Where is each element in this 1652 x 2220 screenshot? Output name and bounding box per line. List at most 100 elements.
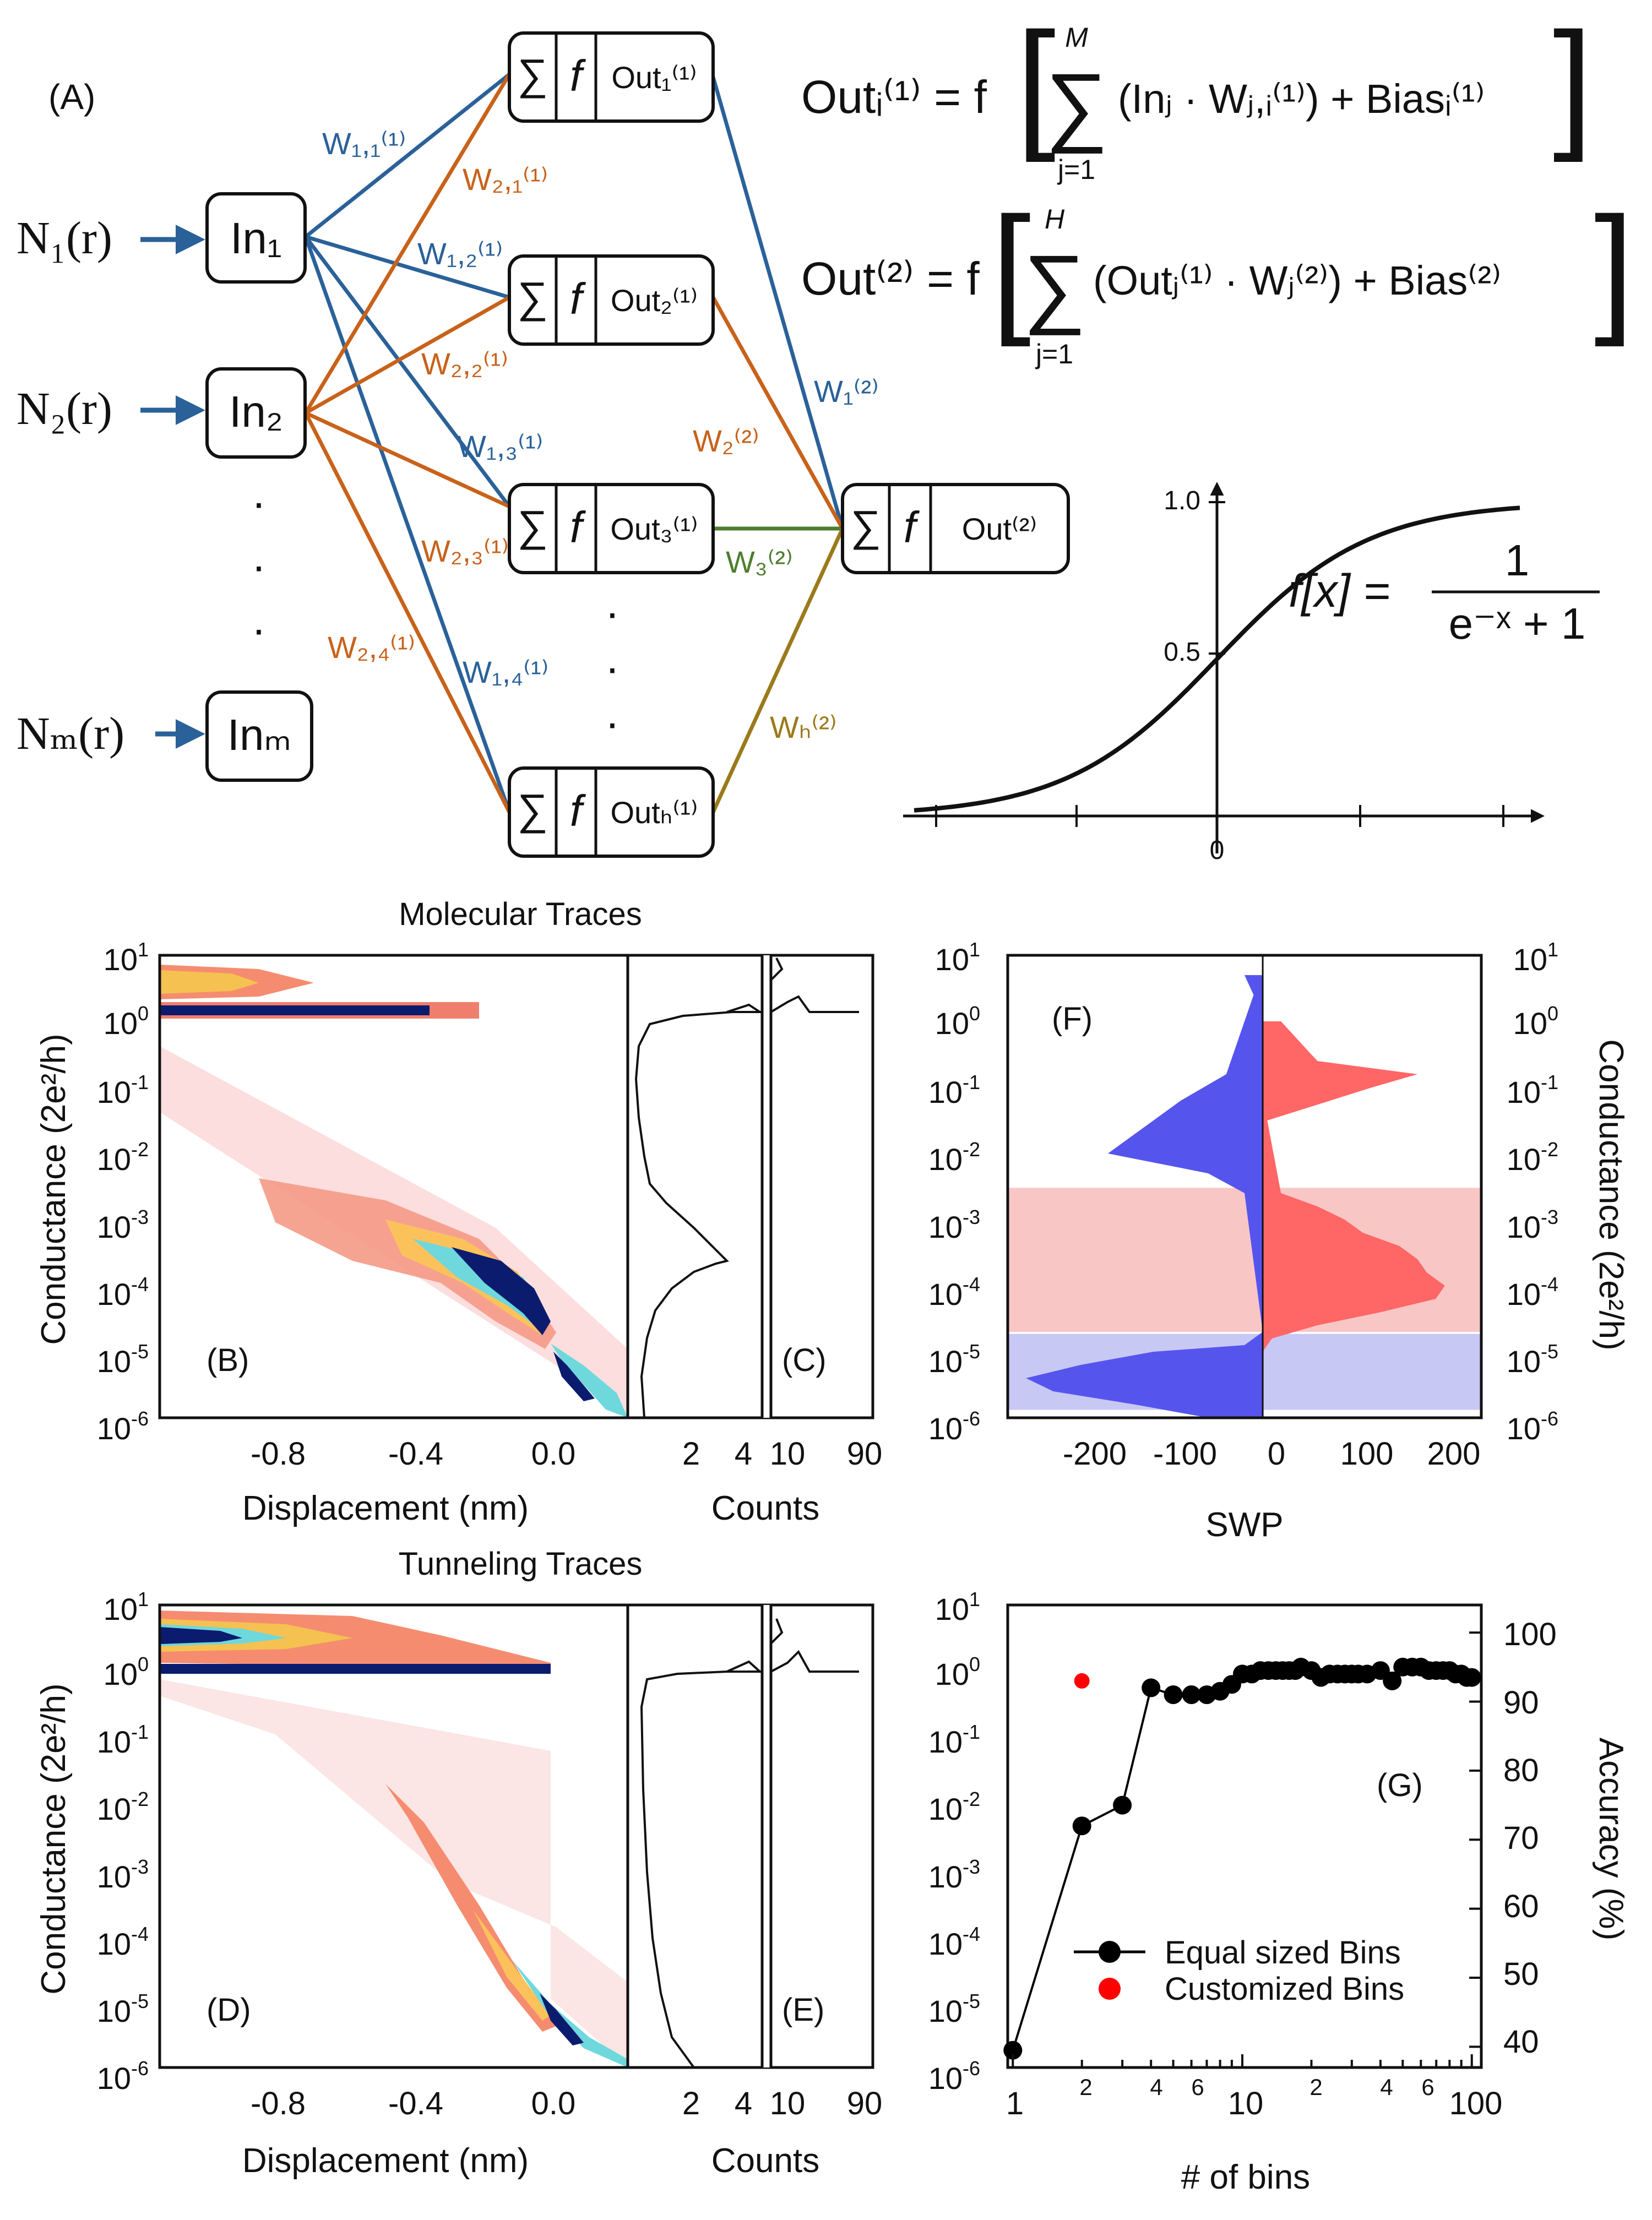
xtick-c-90: 90	[847, 1436, 883, 1472]
accuracy-point	[1113, 1795, 1132, 1815]
layer1-connections	[303, 73, 512, 813]
weight-wh-2: Wₕ⁽²⁾	[770, 710, 837, 744]
weight-w11: W₁,₁⁽¹⁾	[322, 126, 406, 161]
panel-g: 40 50 60 70 80 90 100 1 2 4 6 10 2 4 6 1…	[1003, 1603, 1630, 2196]
ytick-c-1e-4: 10-4	[928, 1273, 980, 1312]
xtick-g-60: 6	[1421, 2074, 1434, 2100]
trace-haze-d	[160, 1679, 628, 2067]
ytick-g-100: 100	[1503, 1617, 1557, 1652]
eq1-sum-sign: ∑	[1045, 55, 1108, 154]
equation-1: Outᵢ⁽¹⁾ = f [ M ∑ j=1 (Inⱼ · Wⱼ,ᵢ⁽¹⁾) + …	[801, 3, 1593, 185]
eq1-bracket-l: [	[1016, 3, 1056, 164]
xticks-e: 2 4 10 90	[682, 2086, 882, 2121]
ytick-b-1e0: 100	[104, 1002, 149, 1041]
panel-label-g: (G)	[1377, 1767, 1423, 1803]
ylabel-g: Accuracy (%)	[1592, 1738, 1630, 1941]
histogram-e-curve	[640, 1618, 859, 2069]
ytick-f-1e-6: 10-6	[1507, 1407, 1558, 1446]
accuracy-point	[1462, 1668, 1481, 1687]
eq1-bracket-r: ]	[1553, 3, 1593, 164]
output-node-out: Out⁽²⁾	[962, 512, 1037, 546]
xtick-e-4: 4	[735, 2086, 752, 2121]
sigmoid-num: 1	[1505, 536, 1530, 585]
ytick-d-1e-4: 10-4	[97, 1923, 149, 1961]
hidden-node-3: ∑ f Out₃⁽¹⁾	[508, 483, 715, 574]
weight-w13: W₁,₃⁽¹⁾	[457, 429, 543, 464]
plateau-core-b	[452, 1247, 551, 1335]
ytick-e-1e-1: 10-1	[928, 1721, 980, 1759]
ytick-e-1e-3: 10-3	[928, 1856, 980, 1894]
ytick-b-1e1: 101	[104, 938, 149, 977]
ytick-d-1e-6: 10-6	[97, 2057, 149, 2096]
yticks-g-right: 40 50 60 70 80 90 100	[1503, 1617, 1557, 2060]
accuracy-point	[1182, 1685, 1201, 1704]
ytick-d-1e-5: 10-5	[97, 1990, 149, 2028]
band-top-orange-b	[160, 970, 259, 994]
ylabel-d: Conductance (2e²/h)	[35, 1683, 73, 1994]
xtick-e-90: 90	[847, 2086, 883, 2121]
input-node-1: In₁	[205, 192, 307, 284]
ytick-g-50: 50	[1503, 1956, 1539, 1992]
sigmoid-lhs: f[x] =	[1289, 565, 1390, 617]
weight-w2-2: W₂⁽²⁾	[693, 423, 759, 458]
eq2-sum-sign: ∑	[1023, 237, 1086, 335]
ytick-c-1e1: 101	[935, 938, 980, 977]
custom-bins-point	[1074, 1673, 1090, 1689]
panel-label-f: (F)	[1052, 1001, 1093, 1037]
title-molecular: Molecular Traces	[399, 896, 642, 932]
hidden-node-h-out: Outₕ⁽¹⁾	[610, 795, 698, 830]
panel-b-c: Molecular Traces Conductance (2e²/h)	[35, 896, 980, 1527]
ytick-f-1e0: 100	[1513, 1002, 1558, 1041]
ytick-e-1e0: 100	[935, 1653, 980, 1691]
legend-g: Equal sized Bins Customized Bins	[1074, 1935, 1404, 2007]
ylabel-f: Conductance (2e²/h)	[1592, 1039, 1630, 1350]
xtick-f-m200: -200	[1063, 1436, 1127, 1472]
band-g0-core-b	[160, 1005, 430, 1015]
hidden-node-1-out: Out₁⁽¹⁾	[611, 60, 697, 95]
xlabel-e: Counts	[711, 2142, 819, 2180]
input-node-2-label: In₂	[229, 387, 283, 436]
swp-area-negative	[1026, 975, 1263, 1418]
tunneling-warm-d	[474, 1911, 551, 2021]
ytick-d-1e-1: 10-1	[97, 1721, 149, 1759]
weight-w12: W₁,₂⁽¹⁾	[417, 236, 503, 271]
weight-w1-2: W₁⁽²⁾	[814, 374, 879, 409]
input-node-m: Inₘ	[205, 690, 313, 782]
xtick-f-0: 0	[1268, 1436, 1285, 1472]
panel-label-d: (D)	[206, 1992, 251, 2028]
eq2-bracket-r: ]	[1594, 188, 1634, 348]
ytick-c-1e-1: 10-1	[928, 1071, 980, 1109]
xticks-g: 1 2 4 6 10 2 4 6 100	[1006, 2074, 1503, 2121]
hidden-node-2-sum: ∑	[517, 273, 548, 322]
hidden-node-3-out: Out₃⁽¹⁾	[610, 512, 698, 546]
weight-w14: W₁,₄⁽¹⁾	[463, 655, 548, 689]
xticks-c: 2 4 10 90	[682, 1436, 882, 1472]
xtick-g-6: 6	[1191, 2074, 1204, 2100]
xtick-f-m100: -100	[1153, 1436, 1217, 1472]
weight-w24: W₂,₄⁽¹⁾	[328, 630, 415, 665]
ytick-c-1e-6: 10-6	[928, 1407, 980, 1446]
ytick-f-1e-2: 10-2	[1507, 1138, 1558, 1177]
band-g0-d	[160, 1664, 551, 1674]
input-node-m-label: Inₘ	[227, 710, 292, 759]
histogram-c	[626, 954, 874, 1419]
ytick-g-80: 80	[1503, 1753, 1539, 1788]
ytick-c-1e-5: 10-5	[928, 1340, 980, 1379]
layer2-connections	[711, 77, 845, 813]
frame-g	[1006, 1603, 1483, 2069]
panel-label-c: (C)	[782, 1342, 827, 1378]
hidden-node-1-sum: ∑	[517, 50, 548, 99]
ytick-b-1e-3: 10-3	[97, 1206, 149, 1244]
sigmoid-inset: 0 0.5 1.0 f[x] = 1 e⁻ˣ + 1	[903, 482, 1600, 865]
legend-g-marker-custom	[1099, 1978, 1121, 2000]
weight-w21: W₂,₁⁽¹⁾	[463, 162, 548, 197]
heatmap-b	[160, 955, 628, 1418]
xtick-d-00: 0.0	[531, 2086, 576, 2121]
ytick-f-1e-4: 10-4	[1507, 1273, 1558, 1312]
ytick-d-1e-3: 10-3	[97, 1856, 149, 1894]
xticks-d: -0.8 -0.4 0.0	[251, 2086, 575, 2121]
ytick-g-40: 40	[1503, 2024, 1539, 2060]
histogram-e	[626, 1603, 874, 2069]
tunneling-cyan-d	[512, 1960, 628, 2067]
panel-d-e: Tunneling Traces Conductance (2e²/h) 101…	[35, 1546, 980, 2180]
